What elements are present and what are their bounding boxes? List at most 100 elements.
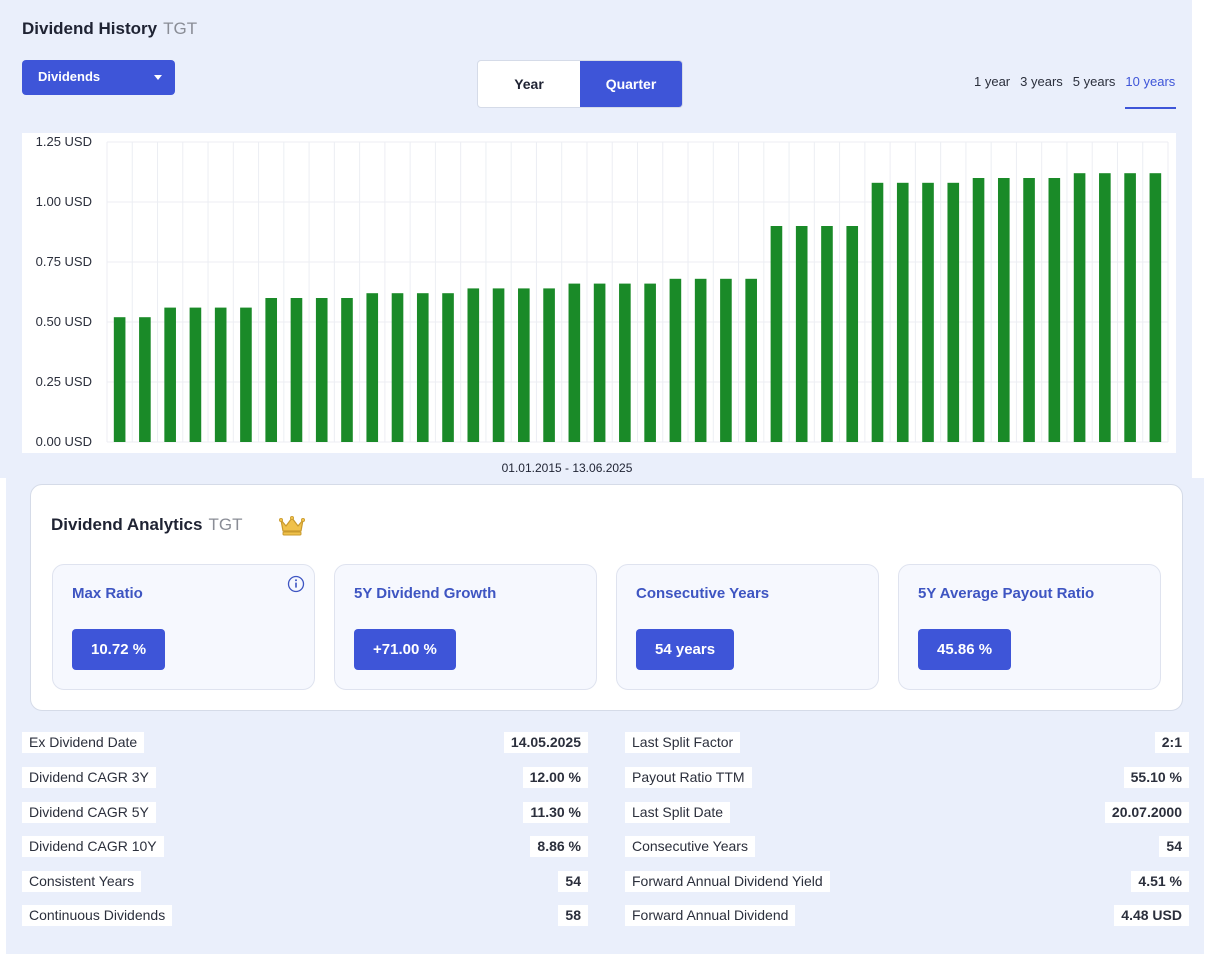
dividend-bar: [669, 278, 682, 442]
metric-value: 45.86 %: [918, 629, 1012, 670]
analytics-title: Dividend Analytics TGT: [51, 515, 242, 535]
dividend-bar: [720, 278, 732, 442]
stat-label: Continuous Dividends: [22, 905, 173, 926]
metric-label: Consecutive Years: [636, 585, 770, 602]
dropdown-label: Dividends: [38, 69, 101, 84]
range-3-years[interactable]: 3 years: [1020, 74, 1063, 89]
dividend-bar: [644, 283, 656, 442]
stat-value: 4.51 %: [1131, 871, 1189, 892]
toggle-quarter[interactable]: Quarter: [580, 61, 682, 107]
dividend-bar: [543, 288, 555, 442]
stat-value: 55.10 %: [1123, 767, 1189, 788]
stat-value: 20.07.2000: [1104, 802, 1189, 823]
y-tick-label: 1.00 USD: [36, 194, 92, 209]
dividend-bar: [1073, 173, 1086, 442]
info-icon[interactable]: [287, 575, 305, 593]
stat-value: 12.00 %: [522, 767, 588, 788]
stat-value: 4.48 USD: [1114, 905, 1189, 926]
dividend-bar: [1099, 173, 1111, 442]
stat-label: Dividend CAGR 10Y: [22, 836, 164, 857]
dividend-bar: [1048, 178, 1061, 442]
stat-value: 54: [1159, 836, 1189, 857]
stat-label: Consistent Years: [22, 871, 142, 892]
title-ticker: TGT: [163, 19, 198, 38]
metric-label: Max Ratio: [72, 585, 143, 602]
stat-value: 2:1: [1154, 732, 1189, 753]
stat-label: Last Split Factor: [625, 732, 741, 753]
dividend-bar: [315, 298, 328, 442]
dividend-bar: [896, 182, 909, 443]
range-10-years[interactable]: 10 years: [1125, 74, 1177, 109]
dividend-bar: [265, 298, 278, 442]
stat-value: 11.30 %: [523, 802, 588, 823]
dividend-bar: [366, 293, 379, 442]
dividend-bar: [846, 226, 859, 442]
metric-value: 10.72 %: [72, 629, 166, 670]
caret-down-icon: [154, 75, 162, 80]
dividend-bar: [972, 178, 985, 442]
title-text: Dividend History: [22, 19, 158, 38]
stat-label: Ex Dividend Date: [22, 732, 145, 753]
dividend-bar: [619, 283, 631, 442]
dividend-bar: [1149, 173, 1162, 442]
dividend-chart: 1.25 USD 1.00 USD 0.75 USD 0.50 USD 0.25 USD…: [22, 133, 1176, 453]
stat-label: Forward Annual Dividend: [625, 905, 796, 926]
stat-value: 8.86 %: [530, 836, 588, 857]
stat-value: 54: [558, 871, 588, 892]
dividend-bar: [164, 307, 176, 442]
dividend-bar: [214, 307, 227, 442]
dividend-bar: [391, 293, 404, 442]
period-toggle: Year Quarter: [477, 60, 683, 108]
dividend-bar: [341, 298, 353, 442]
dividend-bar: [189, 307, 202, 442]
metric-consecutive-years: Consecutive Years 54 years: [616, 564, 879, 690]
chart-svg: 1.25 USD 1.00 USD 0.75 USD 0.50 USD 0.25 USD…: [36, 134, 1169, 449]
range-5-years[interactable]: 5 years: [1072, 74, 1116, 89]
dividend-bar: [139, 317, 151, 442]
dividend-bar: [997, 178, 1010, 442]
dividend-bar: [1023, 178, 1035, 442]
dividend-bar: [871, 182, 884, 443]
stat-label: Dividend CAGR 5Y: [22, 802, 156, 823]
dividend-analytics-card: Dividend Analytics TGT Max Ratio 10.72 % …: [30, 484, 1183, 711]
dividend-bar: [568, 283, 581, 442]
dividend-bar: [593, 283, 606, 442]
dividend-bar: [240, 307, 252, 442]
dividend-bar: [290, 298, 303, 442]
y-tick-label: 0.75 USD: [36, 254, 92, 269]
y-tick-label: 0.00 USD: [36, 434, 92, 449]
stat-value: 58: [558, 905, 588, 926]
stat-label: Forward Annual Dividend Yield: [625, 871, 830, 892]
metric-value: 54 years: [636, 629, 735, 670]
dividend-bar: [467, 288, 480, 442]
stat-label: Consecutive Years: [625, 836, 755, 857]
analytics-ticker: TGT: [208, 515, 243, 534]
toggle-year[interactable]: Year: [514, 76, 544, 92]
stat-value: 14.05.2025: [503, 732, 588, 753]
stat-label: Payout Ratio TTM: [625, 767, 752, 788]
range-1-year[interactable]: 1 year: [974, 74, 1011, 89]
analytics-title-text: Dividend Analytics: [51, 515, 203, 534]
metric-5y-average-payout-ratio: 5Y Average Payout Ratio 45.86 %: [898, 564, 1161, 690]
chart-date-range: 01.01.2015 - 13.06.2025: [501, 461, 633, 475]
metric-value: +71.00 %: [354, 629, 456, 670]
metric-dropdown[interactable]: Dividends: [22, 60, 175, 95]
dividend-bar: [113, 317, 126, 442]
crown-icon: [278, 516, 305, 536]
dividend-bar: [770, 226, 783, 442]
dividend-bar: [922, 182, 934, 443]
dividend-bar: [416, 293, 429, 442]
dividend-bar: [745, 278, 757, 442]
stat-label: Last Split Date: [625, 802, 731, 823]
dividend-bar: [1124, 173, 1136, 442]
metric-label: 5Y Dividend Growth: [354, 585, 497, 602]
page-title: Dividend History TGT: [22, 19, 197, 39]
metric-max-ratio: Max Ratio 10.72 %: [52, 564, 315, 690]
dividend-bar: [442, 293, 454, 442]
y-tick-label: 0.25 USD: [36, 374, 92, 389]
dividend-bar: [518, 288, 530, 442]
dividend-bar: [795, 226, 808, 442]
dividend-bar: [492, 288, 505, 442]
dividend-bar: [821, 226, 833, 442]
dividend-bar: [694, 278, 707, 442]
